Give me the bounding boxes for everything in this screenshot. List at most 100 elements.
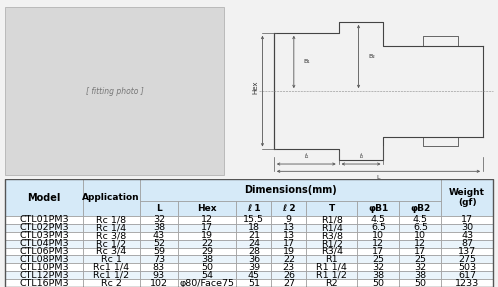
Bar [441,179,493,216]
Text: Weight
(gf): Weight (gf) [449,188,485,208]
Bar [441,216,493,224]
Bar [178,279,237,287]
Bar [5,216,83,224]
Text: 43: 43 [153,231,165,240]
Bar [399,247,441,255]
Bar [5,7,224,175]
Bar [178,271,237,279]
Text: 4.5: 4.5 [371,216,386,224]
Bar [5,179,83,216]
Bar [237,216,271,224]
Bar [237,279,271,287]
Bar [358,263,399,271]
Text: CTL04PM3: CTL04PM3 [19,239,69,248]
Text: R3/4: R3/4 [321,247,343,256]
Text: R1/2: R1/2 [321,239,343,248]
Text: 21: 21 [248,231,260,240]
Bar [5,224,83,232]
Text: 13: 13 [283,223,295,232]
Text: CTL16PM3: CTL16PM3 [19,279,69,287]
Bar [139,247,178,255]
Bar [441,232,493,240]
Bar [399,224,441,232]
Text: 6.5: 6.5 [413,223,428,232]
Text: 59: 59 [153,247,165,256]
Text: 617: 617 [458,271,476,280]
Bar [271,232,306,240]
Text: CTL06PM3: CTL06PM3 [19,247,69,256]
Bar [178,263,237,271]
Bar [271,263,306,271]
Bar [358,224,399,232]
Bar [306,232,358,240]
Text: T: T [329,204,335,213]
Text: Hex: Hex [198,204,217,213]
Bar [441,271,493,279]
Bar [306,240,358,247]
Text: Rc 3/8: Rc 3/8 [96,231,126,240]
Bar [139,255,178,263]
Bar [306,279,358,287]
Text: 32: 32 [414,263,426,272]
Text: Application: Application [83,193,140,202]
Bar [139,201,178,216]
Bar [83,216,139,224]
Bar [5,232,83,240]
Text: 50: 50 [373,279,384,287]
Text: 12: 12 [414,239,426,248]
Bar [271,271,306,279]
Text: 73: 73 [153,255,165,264]
Text: CTL10PM3: CTL10PM3 [19,263,69,272]
Bar [237,240,271,247]
Text: 83: 83 [153,263,165,272]
Text: 18: 18 [248,223,260,232]
Bar [271,255,306,263]
Bar [178,216,237,224]
Bar [83,179,139,216]
Text: 503: 503 [458,263,476,272]
Bar [399,263,441,271]
Text: R3/8: R3/8 [321,231,343,240]
Text: φB2: φB2 [410,204,430,213]
Bar [139,232,178,240]
Text: ℓ₂: ℓ₂ [359,154,363,159]
Text: 4.5: 4.5 [413,216,428,224]
Bar [358,201,399,216]
Text: 24: 24 [248,239,260,248]
Text: B₁: B₁ [304,59,311,65]
Bar [271,279,306,287]
Text: 50: 50 [201,263,213,272]
Bar [399,240,441,247]
Bar [5,271,83,279]
Text: 15.5: 15.5 [244,216,264,224]
Bar [441,247,493,255]
Text: Rc1 1/2: Rc1 1/2 [93,271,129,280]
Text: Rc 3/4: Rc 3/4 [96,247,126,256]
Text: ℓ 2: ℓ 2 [282,204,296,213]
Text: 27: 27 [283,279,295,287]
Text: Rc 1: Rc 1 [101,255,122,264]
Bar [271,240,306,247]
Text: 25: 25 [414,255,426,264]
Bar [139,263,178,271]
Bar [83,255,139,263]
Text: 93: 93 [153,271,165,280]
Bar [5,240,83,247]
Text: 17: 17 [414,247,426,256]
Text: 54: 54 [201,271,213,280]
Text: ℓ 1: ℓ 1 [247,204,260,213]
Bar [178,224,237,232]
Text: 1233: 1233 [455,279,479,287]
Bar [358,240,399,247]
Text: 19: 19 [201,231,213,240]
Bar [237,255,271,263]
Bar [237,247,271,255]
Bar [306,247,358,255]
Bar [399,232,441,240]
Text: 275: 275 [458,255,476,264]
Text: CTL08PM3: CTL08PM3 [19,255,69,264]
Text: 17: 17 [461,216,473,224]
Bar [244,0,498,182]
Bar [5,255,83,263]
Bar [399,255,441,263]
